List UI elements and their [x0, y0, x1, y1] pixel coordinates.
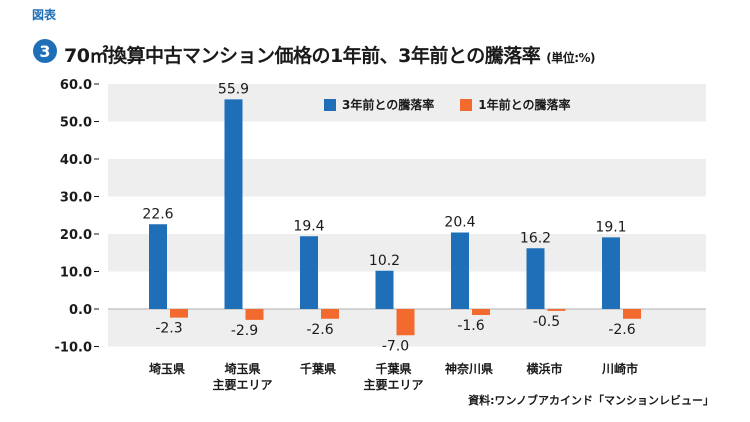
data-label-1yr: -2.9: [231, 323, 258, 339]
legend: 3年前との騰落率 1年前との騰落率: [324, 96, 570, 113]
y-tick-label: 30.0: [60, 191, 92, 206]
figure-number-badge: 3: [33, 39, 57, 63]
bar-3yr: [224, 99, 243, 309]
bar-1yr: [547, 309, 566, 311]
figure-label: 図表: [32, 8, 57, 22]
bar-1yr: [245, 309, 264, 320]
bar-3yr: [526, 248, 545, 309]
category-label: 主要エリア: [363, 377, 423, 392]
data-label-3yr: 22.6: [142, 206, 173, 222]
legend-item-1yr: 1年前との騰落率: [460, 96, 570, 113]
y-tick-label: 10.0: [60, 266, 92, 281]
category-label: 千葉県: [300, 361, 336, 376]
data-label-1yr: -0.5: [533, 314, 560, 330]
data-label-3yr: 19.1: [595, 219, 626, 235]
grid-band: [108, 84, 706, 122]
data-label-3yr: 10.2: [369, 253, 400, 269]
y-tick-label: 20.0: [60, 228, 92, 243]
bar-1yr: [396, 309, 415, 336]
data-label-1yr: -1.6: [457, 318, 484, 334]
bar-1yr: [472, 309, 490, 315]
legend-swatch-3yr: [324, 98, 336, 111]
bar-3yr: [149, 224, 167, 309]
category-label: 神奈川県: [445, 361, 493, 376]
data-label-3yr: 20.4: [444, 215, 475, 231]
legend-item-3yr: 3年前との騰落率: [324, 96, 434, 113]
y-tick-label: 50.0: [60, 116, 92, 131]
bar-1yr: [170, 309, 188, 318]
data-label-3yr: 19.4: [293, 218, 324, 234]
y-tick-label: 40.0: [60, 153, 92, 168]
bar-3yr: [375, 270, 394, 309]
bar-3yr: [451, 232, 469, 309]
chart-title-text: 70㎡換算中古マンション価格の1年前、3年前との騰落率: [64, 45, 541, 67]
category-label: 千葉県: [375, 361, 411, 376]
data-label-1yr: -2.6: [608, 322, 635, 338]
category-label: 川崎市: [601, 361, 638, 376]
legend-label-1yr: 1年前との騰落率: [478, 98, 571, 112]
y-tick-label: 60.0: [60, 78, 92, 93]
legend-label-3yr: 3年前との騰落率: [342, 98, 435, 112]
y-tick-label: -10.0: [55, 341, 92, 356]
grid-band: [108, 159, 706, 197]
y-tick-label: 0.0: [69, 303, 92, 318]
data-label-3yr: 16.2: [520, 230, 551, 246]
category-label: 主要エリア: [212, 377, 272, 392]
data-label-1yr: -2.3: [155, 321, 182, 337]
data-label-3yr: 55.9: [218, 81, 249, 97]
bar-3yr: [602, 237, 620, 309]
data-label-1yr: -2.6: [306, 322, 333, 338]
chart-title: 70㎡換算中古マンション価格の1年前、3年前との騰落率 (単位:%): [64, 41, 595, 68]
category-label: 埼玉県: [149, 361, 185, 376]
source-note: 資料:ワンノブアカインド「マンションレビュー」: [468, 394, 714, 407]
bar-3yr: [300, 236, 318, 309]
data-label-1yr: -7.0: [382, 338, 409, 354]
legend-swatch-1yr: [460, 98, 473, 111]
category-label: 埼玉県: [224, 361, 260, 376]
chart-unit: (単位:%): [546, 51, 595, 65]
bar-1yr: [321, 309, 339, 319]
category-label: 横浜市: [526, 361, 562, 376]
bar-1yr: [623, 309, 641, 319]
